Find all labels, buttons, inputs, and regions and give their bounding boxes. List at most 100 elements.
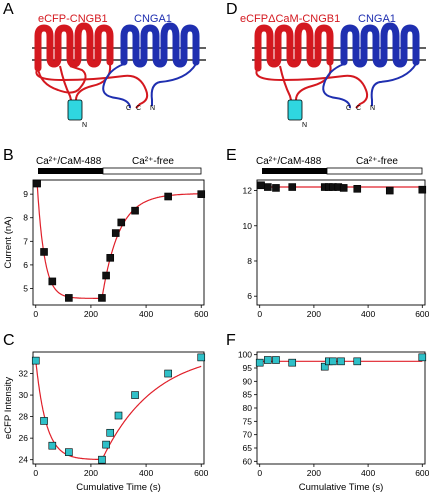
condition-free-label: Ca²⁺-free (132, 156, 174, 167)
data-point (117, 218, 126, 227)
plot-frame (256, 351, 426, 465)
red-linker (35, 67, 149, 109)
data-point (102, 271, 110, 280)
x-tick-label: 0 (33, 309, 38, 319)
data-point (385, 186, 394, 195)
x-axis-title: Cumulative Time (s) (299, 482, 383, 493)
data-point (106, 254, 115, 262)
x-tick-label: 200 (307, 468, 321, 478)
data-point (131, 206, 139, 215)
y-tick-label: 70 (243, 430, 253, 440)
condition-bar-right: Ca²⁺/CaM-488 Ca²⁺-free (256, 156, 423, 175)
y-tick-label: 10 (243, 221, 253, 231)
data-point (197, 190, 206, 198)
data-point (418, 353, 427, 362)
y-axis-title: Current (nA) (3, 216, 14, 268)
construct-label-blue: CNGA1 (358, 13, 396, 25)
data-point (353, 185, 362, 193)
panel-label-d: D (226, 1, 238, 18)
construct-label-red: eCFPΔCaM-CNGB1 (240, 13, 340, 25)
y-tick-label: 6 (247, 291, 252, 301)
blue-n-terminus (370, 63, 417, 106)
x-axis-title: Cumulative Time (s) (76, 482, 160, 493)
data-point (288, 358, 297, 367)
data-point (264, 356, 272, 364)
panel-label-f: F (226, 332, 236, 349)
x-tick-label: 200 (307, 309, 321, 319)
chart-panel-e: 0 200 400 600 6 8 10 12 (243, 179, 430, 319)
terminal-label: C (356, 105, 361, 112)
data-point (98, 455, 106, 464)
data-point (272, 184, 280, 192)
plot-frame (32, 351, 205, 465)
data-point (257, 181, 265, 190)
data-point (111, 229, 120, 237)
panel-label-c: C (3, 332, 15, 349)
y-tick-label: 26 (19, 433, 29, 443)
y-tick-label: 7 (23, 236, 28, 246)
data-point (48, 277, 57, 286)
data-point (33, 179, 41, 188)
x-tick-label: 200 (84, 309, 98, 319)
y-tick-label: 65 (243, 443, 253, 453)
data-point (329, 357, 337, 366)
y-tick-label: 60 (243, 456, 253, 466)
fit-curve (36, 182, 201, 299)
terminal-label: C (126, 105, 131, 112)
terminal-label: N (370, 105, 375, 112)
terminal-label: N (150, 105, 155, 112)
x-tick-label: 0 (257, 468, 262, 478)
y-tick-label: 8 (247, 256, 252, 266)
condition-ca-label: Ca²⁺/CaM-488 (256, 156, 322, 167)
blue-c-terminus (322, 63, 351, 109)
data-point (31, 356, 40, 365)
y-tick-label: 24 (19, 455, 29, 465)
condition-ca-label: Ca²⁺/CaM-488 (36, 156, 102, 167)
data-point (164, 192, 172, 201)
condition-free-label: Ca²⁺-free (356, 156, 398, 167)
blue-subunit-helices (340, 22, 420, 68)
data-point (164, 369, 172, 378)
plot-frame (256, 179, 426, 306)
red-cfp-linker (59, 65, 73, 105)
y-tick-label: 5 (23, 283, 28, 293)
channel-schematic-right: eCFPΔCaM-CNGB1 CNGA1 N C C N (240, 13, 426, 129)
y-axis-title: eCFP Intensity (3, 377, 14, 439)
data-point (288, 183, 297, 191)
x-tick-label: 0 (33, 468, 38, 478)
data-point (197, 353, 206, 362)
data-point (102, 440, 110, 449)
x-tick-label: 400 (361, 309, 375, 319)
data-point (40, 248, 48, 256)
blue-n-terminus (150, 63, 197, 106)
y-tick-label: 6 (23, 260, 28, 270)
y-tick-label: 100 (238, 350, 252, 360)
condition-ca-bar (262, 168, 327, 174)
y-tick-label: 12 (243, 186, 253, 196)
red-subunit-helices (34, 22, 114, 72)
y-tick-label: 28 (19, 412, 29, 422)
data-point (106, 428, 115, 437)
chart-panel-b: 0 200 400 600 5 6 7 8 9 Current (nA) (3, 179, 209, 319)
x-tick-label: 400 (139, 468, 153, 478)
x-tick-label: 600 (194, 468, 208, 478)
data-point (65, 294, 73, 302)
data-point (264, 183, 272, 191)
data-point (337, 357, 345, 366)
y-tick-label: 90 (243, 376, 253, 386)
red-linker (255, 67, 369, 109)
x-tick-label: 400 (139, 309, 153, 319)
data-point (114, 411, 123, 420)
terminal-label: C (136, 105, 141, 112)
data-point (98, 294, 106, 302)
data-point (339, 184, 348, 192)
x-tick-label: 600 (415, 309, 429, 319)
blue-subunit-helices (120, 22, 200, 68)
data-point (255, 358, 264, 367)
x-tick-label: 0 (257, 309, 262, 319)
y-tick-label: 30 (19, 390, 29, 400)
construct-label-blue: CNGA1 (134, 13, 172, 25)
data-point (48, 441, 57, 450)
terminal-label: N (302, 122, 307, 129)
